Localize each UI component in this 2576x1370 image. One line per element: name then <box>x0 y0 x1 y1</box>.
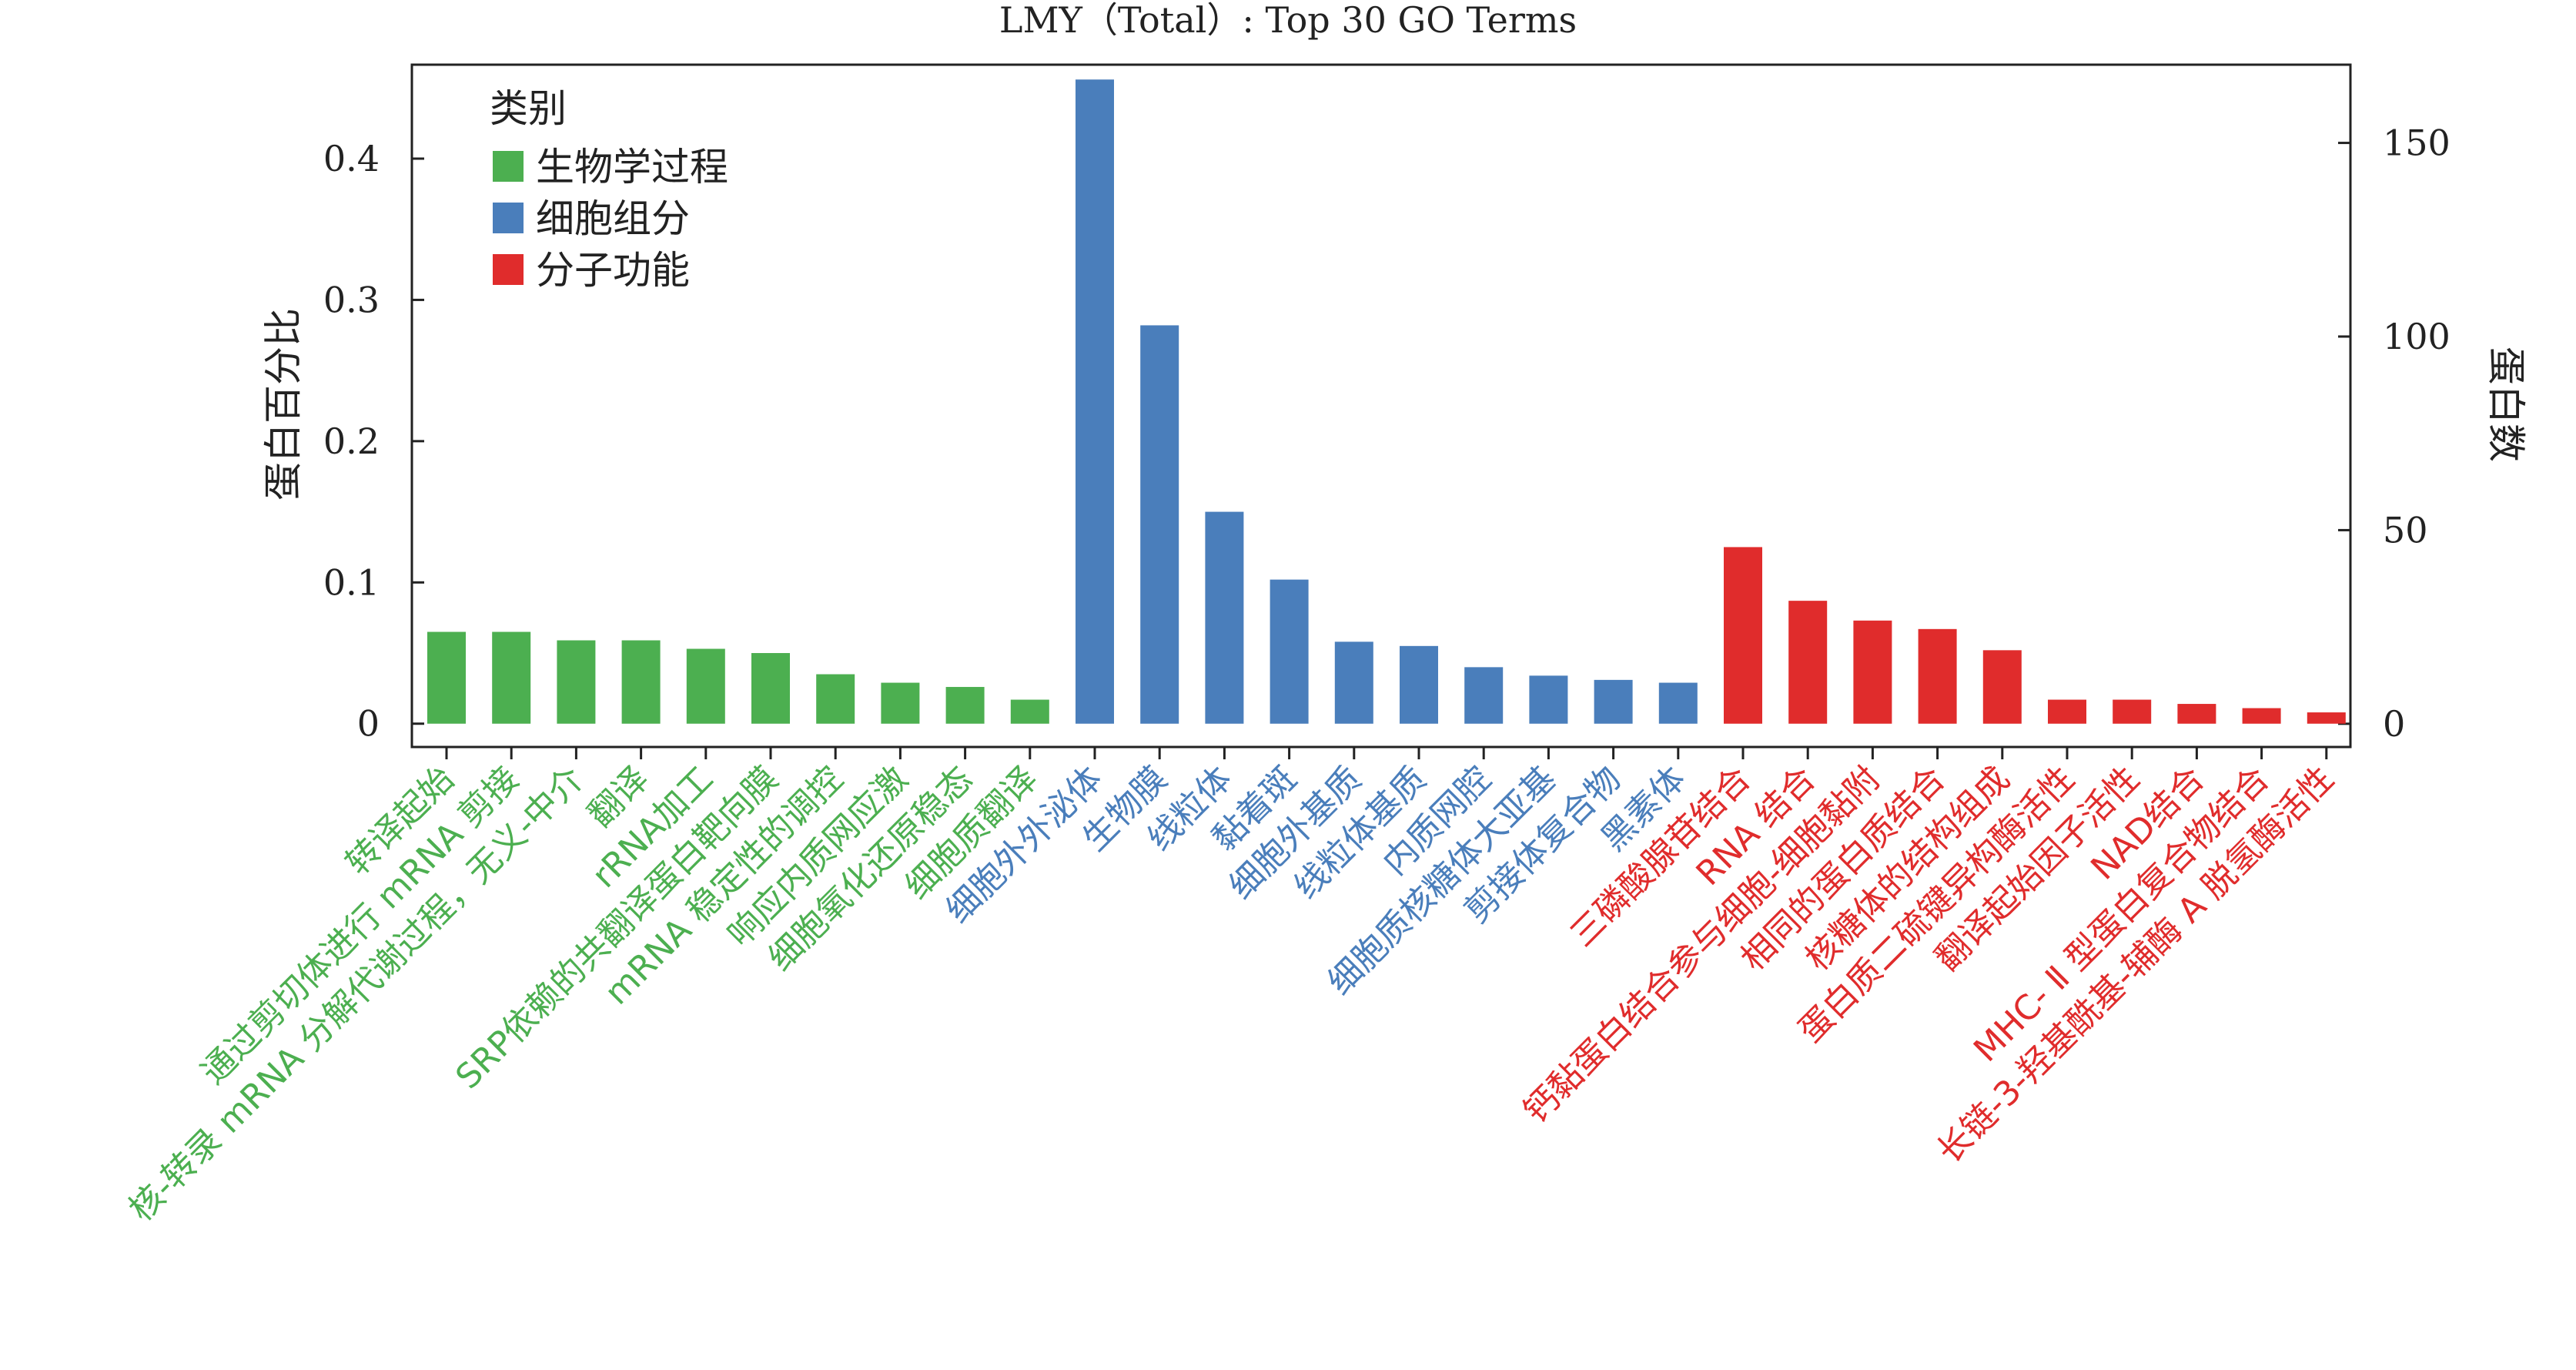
bar <box>2177 704 2216 724</box>
bar <box>1334 641 1373 724</box>
y-tick-label: 0.2 <box>323 420 380 462</box>
bar <box>557 640 596 724</box>
y2-axis-label: 蛋白数 <box>2484 347 2528 462</box>
y-tick-label: 0 <box>357 703 380 745</box>
bar <box>1076 79 1114 724</box>
plot-frame <box>410 63 2352 749</box>
bar <box>1658 682 1698 724</box>
bar <box>1724 547 1762 724</box>
legend-swatch <box>493 254 524 285</box>
y-axis-label: 蛋白百分比 <box>261 308 306 501</box>
y-axis-right: 0 50 100 150 <box>2338 122 2451 745</box>
bar <box>427 631 466 724</box>
category-label: 核-转录 mRNA 分解代谢过程，无义-中介 <box>122 759 591 1229</box>
bar <box>1270 579 1309 724</box>
legend-title: 类别 <box>490 86 567 131</box>
legend-swatch <box>493 203 524 233</box>
y-tick-label: 0.1 <box>323 561 380 603</box>
legend-swatch <box>493 151 524 182</box>
bar <box>816 674 855 724</box>
bar <box>1788 601 1828 724</box>
bar <box>1010 699 1049 724</box>
bar <box>751 653 790 724</box>
y2-tick-label: 0 <box>2383 703 2405 745</box>
bar <box>1918 628 1957 724</box>
bar <box>2242 708 2281 724</box>
y2-tick-label: 100 <box>2383 316 2451 357</box>
bar <box>881 682 920 724</box>
y-tick-label: 0.4 <box>323 138 380 179</box>
y2-tick-label: 150 <box>2383 122 2451 164</box>
legend-label: 生物学过程 <box>536 145 728 189</box>
bar <box>1400 645 1438 724</box>
y-tick-label: 0.3 <box>323 279 380 320</box>
legend-label: 分子功能 <box>536 248 690 293</box>
bar <box>2307 712 2346 724</box>
bar <box>945 687 985 724</box>
bar-series <box>427 79 2346 724</box>
bar <box>1205 511 1244 724</box>
bar <box>1982 650 2022 724</box>
bar <box>1853 620 1892 724</box>
bar <box>2048 699 2086 724</box>
bar <box>492 631 531 724</box>
bar <box>1529 675 1568 724</box>
chart-title: LMY（Total）: Top 30 GO Terms <box>999 0 1577 41</box>
bar <box>621 640 661 724</box>
bar <box>2113 699 2152 724</box>
y-axis-left: 0 0.1 0.2 0.3 0.4 <box>323 138 424 745</box>
bar <box>1464 667 1504 724</box>
bar <box>1140 325 1179 724</box>
bar <box>1594 679 1633 724</box>
x-axis <box>445 747 2328 759</box>
y2-tick-label: 50 <box>2383 509 2428 551</box>
bar <box>686 648 725 724</box>
legend-label: 细胞组分 <box>536 196 690 241</box>
